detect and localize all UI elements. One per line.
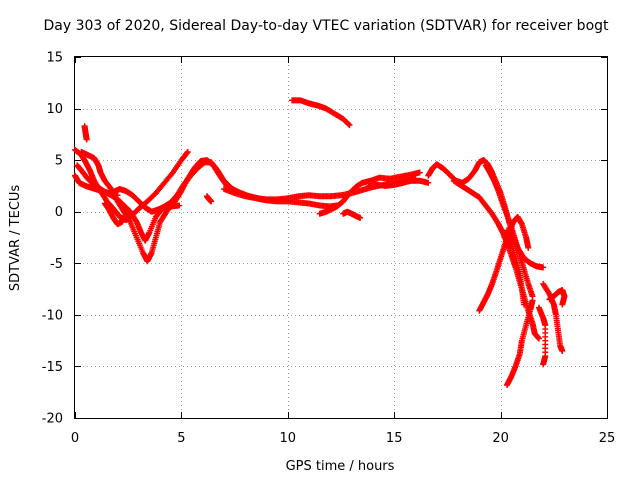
series-track-8: [203, 193, 215, 205]
data-point: [126, 217, 133, 224]
data-point: [540, 361, 547, 368]
series-track-13: [365, 177, 432, 189]
data-point: [525, 244, 532, 251]
y-axis-label: SDTVAR / TECUs: [8, 185, 23, 292]
series-track-15: [450, 177, 542, 342]
y-tick-label: -20: [42, 412, 63, 427]
series-track-12: [340, 208, 364, 221]
series-track-19: [503, 227, 528, 308]
data-point: [176, 202, 183, 209]
y-tick-labels: -20 -15 -10 -5 0 5 10 15: [42, 51, 63, 427]
x-tick-label: 10: [280, 431, 297, 446]
data-points: [72, 97, 568, 388]
series-track-20: [535, 304, 549, 368]
series-track-14: [425, 157, 547, 271]
data-point: [529, 297, 536, 304]
axis-ticks: [75, 57, 608, 419]
x-tick-label: 0: [71, 431, 79, 446]
x-axis-label: GPS time / hours: [286, 459, 395, 474]
series-track-22: [546, 287, 568, 308]
data-point: [208, 198, 215, 205]
y-tick-label: 15: [46, 51, 63, 66]
data-point: [127, 208, 134, 215]
data-point: [521, 301, 528, 308]
y-tick-label: 10: [46, 102, 63, 117]
data-point: [357, 214, 364, 221]
data-point: [425, 179, 432, 186]
data-point: [184, 148, 191, 155]
y-tick-label: -15: [42, 360, 63, 375]
data-point: [535, 335, 542, 342]
y-tick-label: 5: [55, 154, 63, 169]
series-track-6: [101, 200, 134, 228]
x-tick-label: 5: [177, 431, 185, 446]
series-track-7: [81, 123, 90, 143]
data-point: [540, 264, 547, 271]
x-tick-label: 20: [492, 431, 509, 446]
data-point: [559, 347, 566, 354]
y-tick-label: -10: [42, 308, 63, 323]
x-tick-label: 25: [599, 431, 616, 446]
data-point: [346, 122, 353, 129]
data-point: [416, 169, 423, 176]
y-tick-label: 0: [55, 205, 63, 220]
series-track-21: [540, 280, 566, 354]
x-tick-label: 15: [386, 431, 403, 446]
data-point: [345, 121, 352, 128]
y-tick-label: -5: [50, 257, 63, 272]
data-point: [183, 149, 190, 156]
x-tick-labels: 0 5 10 15 20 25: [71, 431, 615, 446]
series-track-18: [503, 297, 536, 388]
chart-title: Day 303 of 2020, Sidereal Day-to-day VTE…: [43, 18, 609, 34]
plot-frame: [74, 56, 608, 419]
data-point: [559, 301, 566, 308]
series-track-11: [316, 169, 423, 217]
series-track-10: [289, 97, 353, 129]
data-point: [83, 136, 90, 143]
